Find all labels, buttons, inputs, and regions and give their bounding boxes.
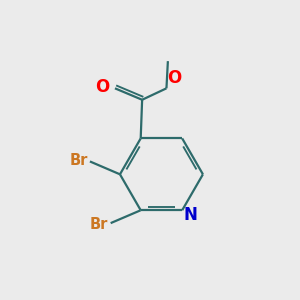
Text: Br: Br: [90, 217, 108, 232]
Text: O: O: [96, 78, 110, 96]
Text: N: N: [183, 206, 197, 224]
Text: Br: Br: [69, 153, 88, 168]
Text: O: O: [168, 69, 182, 87]
